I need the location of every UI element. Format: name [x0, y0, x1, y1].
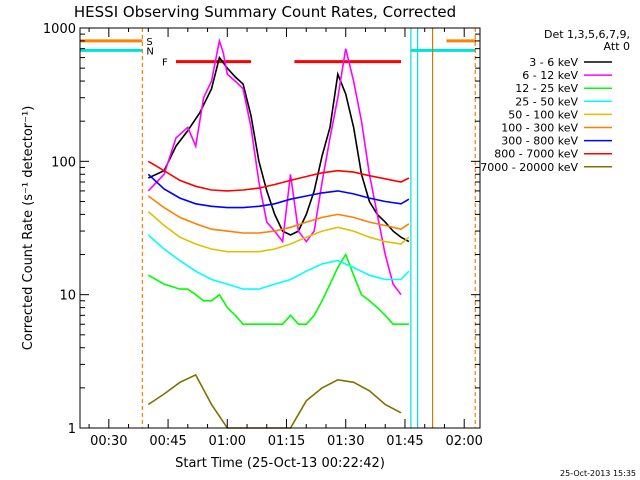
legend-entry-label: 800 - 7000 keV [494, 148, 578, 161]
x-tick-label: 01:00 [209, 434, 246, 449]
chart-title: HESSI Observing Summary Count Rates, Cor… [74, 3, 456, 21]
series-line-7 [147, 160, 410, 192]
flag-label-F: F [162, 58, 168, 69]
flags-layer: SNF [80, 37, 477, 69]
y-tick-label: 1000 [43, 22, 76, 37]
legend-entry-label: 50 - 100 keV [508, 108, 578, 121]
legend-header-line-1: Det 1,3,5,6,7,9, [544, 28, 630, 41]
legend-entry-label: 300 - 800 keV [501, 135, 578, 148]
plot-area: SNF [79, 27, 481, 429]
x-tick-label: 00:45 [149, 434, 186, 449]
series-line-8 [147, 373, 402, 429]
x-axis-label: Start Time (25-Oct-13 00:22:42) [175, 456, 385, 471]
legend-entry-label: 100 - 300 keV [501, 122, 578, 135]
x-tick-label: 01:30 [327, 434, 364, 449]
footer-date: 25-Oct-2013 15:35 [560, 469, 636, 478]
series-line-2 [147, 252, 409, 325]
x-tick-label: 00:30 [90, 434, 127, 449]
legend-entry-label: 7000 - 20000 keV [480, 161, 578, 174]
legend-entry-label: 6 - 12 keV [522, 69, 578, 82]
x-axis: 00:30 00:45 01:00 01:15 01:30 01:45 02:00 [88, 28, 483, 449]
markers-layer [141, 28, 476, 428]
y-axis: 1 10 100 1000 [43, 22, 480, 437]
series-line-3 [147, 234, 410, 290]
flag-label-N: N [146, 46, 153, 57]
legend-entry-label: 3 - 6 keV [529, 56, 578, 69]
series-line-0 [147, 55, 410, 243]
flag-label-S: S [146, 37, 152, 48]
series-line-6 [147, 173, 410, 209]
y-tick-label: 1 [68, 422, 76, 437]
plot-frame [79, 27, 481, 429]
y-tick-label: 100 [51, 155, 76, 170]
x-tick-label: 02:00 [445, 434, 482, 449]
x-tick-label: 01:15 [268, 434, 305, 449]
legend-entry-label: 25 - 50 keV [515, 95, 578, 108]
series-layer [147, 37, 410, 429]
legend-header-line-2: Att 0 [604, 40, 630, 53]
y-tick-label: 10 [59, 289, 76, 304]
y-axis-label: Corrected Count Rate (s⁻¹ detector⁻¹) [21, 106, 36, 351]
series-line-1 [147, 37, 402, 296]
series-line-5 [147, 195, 410, 234]
x-tick-label: 01:45 [386, 434, 423, 449]
series-line-4 [147, 210, 410, 253]
legend-entry-label: 12 - 25 keV [515, 82, 578, 95]
